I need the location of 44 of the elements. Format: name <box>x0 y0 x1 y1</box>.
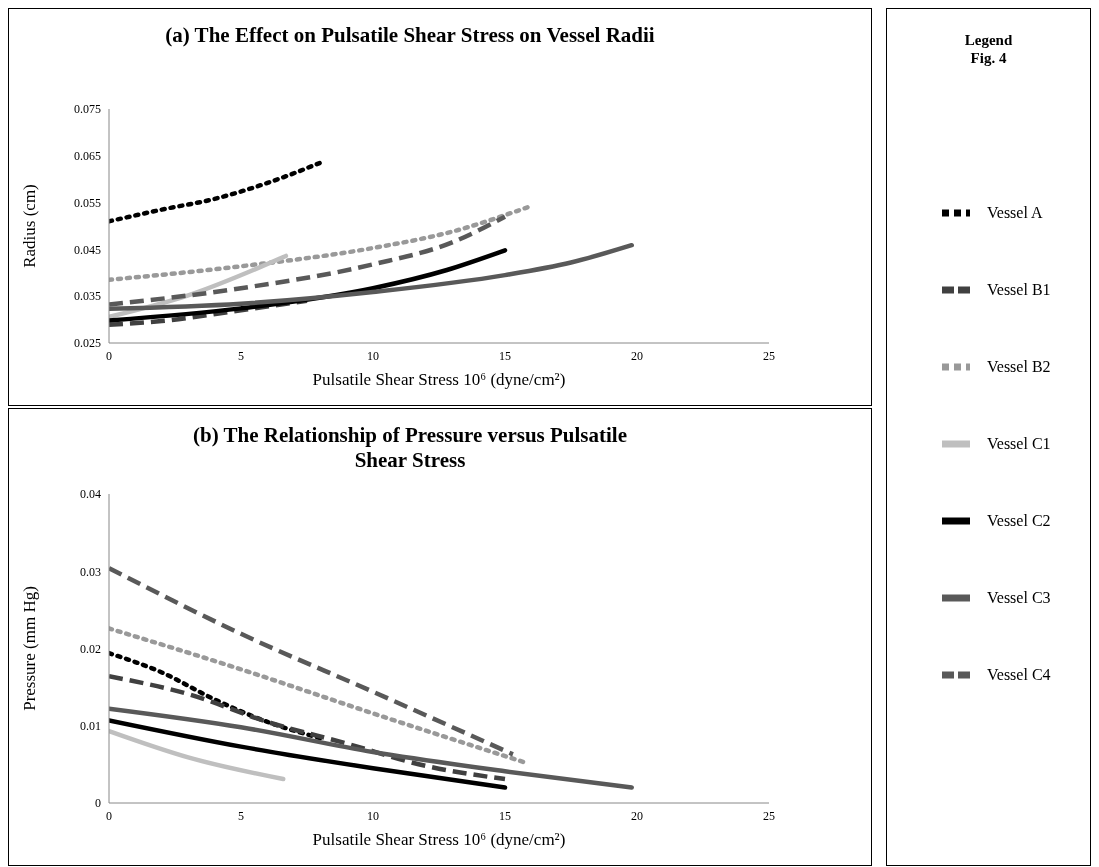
line-series <box>109 706 634 790</box>
line-series <box>109 204 532 283</box>
x-tick-label: 0 <box>106 348 112 363</box>
line-series <box>109 565 516 757</box>
legend-title: Legend Fig. 4 <box>963 31 1014 67</box>
legend-label: Vessel C1 <box>987 434 1051 453</box>
y-tick-label: 0.025 <box>74 336 101 351</box>
line-series <box>109 718 508 790</box>
x-axis-title: Pulsatile Shear Stress 10⁶ (dyne/cm²) <box>312 830 566 850</box>
y-tick-label: 0.03 <box>80 564 101 579</box>
x-tick-label: 20 <box>631 348 643 363</box>
legend-label: Vessel C2 <box>987 511 1051 530</box>
x-tick-label: 5 <box>238 808 244 823</box>
line-series <box>109 674 508 782</box>
y-tick-label: 0.04 <box>80 487 101 502</box>
y-tick-label: 0.075 <box>74 102 101 117</box>
y-tick-label: 0.065 <box>74 149 101 164</box>
legend-label: Vessel B1 <box>987 280 1051 299</box>
x-tick-label: 25 <box>763 808 775 823</box>
x-tick-label: 10 <box>367 808 379 823</box>
x-axis-title: Pulsatile Shear Stress 10⁶ (dyne/cm²) <box>312 370 566 390</box>
line-series <box>109 650 323 741</box>
x-tick-label: 0 <box>106 808 112 823</box>
y-tick-label: 0.045 <box>74 242 101 257</box>
y-tick-label: 0 <box>95 796 101 811</box>
x-tick-label: 15 <box>499 348 511 363</box>
y-tick-label: 0.035 <box>74 289 101 304</box>
y-axis-title: Pressure (mm Hg) <box>20 586 40 711</box>
x-tick-label: 5 <box>238 348 244 363</box>
chart-title: (b) The Relationship of Pressure versus Pulsatile Shear Stress <box>192 422 628 474</box>
y-tick-label: 0.01 <box>80 719 101 734</box>
x-tick-label: 15 <box>499 808 511 823</box>
y-tick-label: 0.02 <box>80 641 101 656</box>
x-tick-label: 25 <box>763 348 775 363</box>
legend-label: Vessel B2 <box>987 357 1051 376</box>
legend-label: Vessel C4 <box>987 665 1051 684</box>
y-axis-title: Radius (cm) <box>20 184 40 268</box>
legend-label: Vessel C3 <box>987 588 1051 607</box>
line-series <box>109 160 323 224</box>
legend-label: Vessel A <box>987 203 1043 222</box>
y-tick-label: 0.055 <box>74 195 101 210</box>
x-tick-label: 20 <box>631 808 643 823</box>
x-tick-label: 10 <box>367 348 379 363</box>
chart-title: (a) The Effect on Pulsatile Shear Stress on Vessel Radii <box>164 22 656 49</box>
